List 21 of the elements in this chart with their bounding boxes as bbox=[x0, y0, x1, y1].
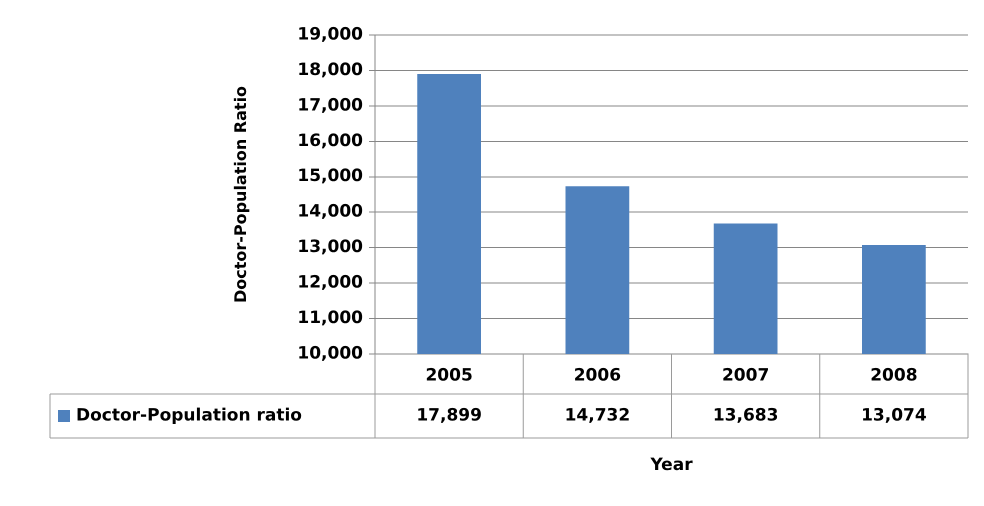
x-axis-title: Year bbox=[649, 455, 694, 476]
y-tick-label: 11,000 bbox=[297, 308, 364, 328]
data-label: 14,732 bbox=[564, 405, 630, 426]
x-tick-label: 2008 bbox=[870, 366, 918, 386]
y-tick-label: 14,000 bbox=[297, 202, 364, 222]
y-axis-title: Doctor-Population Ratio bbox=[230, 86, 250, 304]
y-tick-label: 18,000 bbox=[297, 60, 364, 80]
data-label: 17,899 bbox=[416, 405, 482, 426]
x-tick-label: 2007 bbox=[722, 366, 770, 386]
y-tick-label: 19,000 bbox=[297, 24, 364, 44]
y-tick-label: 12,000 bbox=[297, 272, 364, 293]
y-tick-label: 17,000 bbox=[297, 95, 364, 116]
x-tick-label: 2006 bbox=[574, 366, 622, 386]
x-tick-label: 2005 bbox=[425, 366, 473, 386]
y-tick-label: 16,000 bbox=[297, 130, 364, 151]
y-tick-label: 13,000 bbox=[297, 237, 364, 258]
y-tick-label: 10,000 bbox=[297, 343, 364, 364]
data-label: 13,683 bbox=[712, 405, 778, 426]
data-label: 13,074 bbox=[861, 405, 927, 426]
y-tick-label: 15,000 bbox=[297, 166, 364, 186]
legend-label: Doctor-Population ratio bbox=[76, 405, 302, 426]
